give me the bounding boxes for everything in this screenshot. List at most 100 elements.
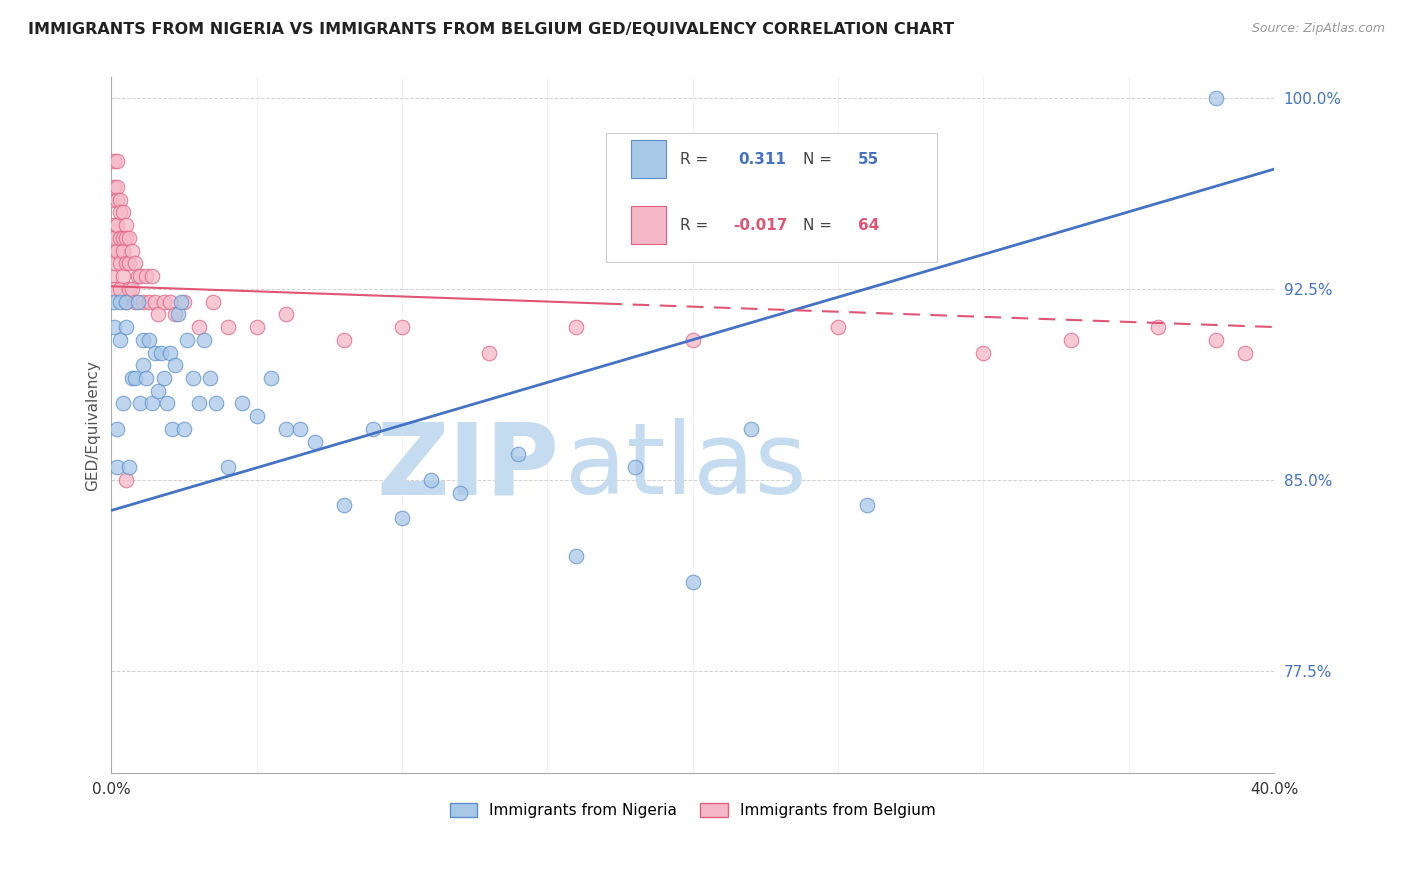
Point [193,333,215,347]
Point [127,294,149,309]
Point [115,218,138,232]
Point [115,256,138,270]
Point [170,294,193,309]
FancyBboxPatch shape [631,140,666,178]
Point [682,333,704,347]
Point [103,256,125,270]
Point [856,498,879,512]
Point [146,307,169,321]
Text: IMMIGRANTS FROM NIGERIA VS IMMIGRANTS FROM BELGIUM GED/EQUIVALENCY CORRELATION C: IMMIGRANTS FROM NIGERIA VS IMMIGRANTS FR… [28,22,955,37]
FancyBboxPatch shape [606,133,936,261]
Text: R =: R = [681,218,713,233]
Point [508,447,530,461]
Point [138,333,160,347]
Text: 55: 55 [858,152,879,167]
Point [115,473,138,487]
Point [391,320,413,334]
Point [260,371,283,385]
Point [124,256,146,270]
Point [231,396,253,410]
Point [121,244,143,258]
Point [103,218,125,232]
Point [103,180,125,194]
Point [108,193,131,207]
Point [149,345,172,359]
Point [290,422,312,436]
Point [391,511,413,525]
Point [124,371,146,385]
Point [105,460,128,475]
Point [100,269,122,284]
Point [124,294,146,309]
Point [105,193,128,207]
Point [246,409,269,424]
Point [740,422,762,436]
Point [152,371,174,385]
Point [420,473,443,487]
Text: N =: N = [803,218,837,233]
Point [173,422,195,436]
Text: atlas: atlas [565,418,807,516]
Point [112,244,135,258]
Point [129,396,152,410]
Point [156,396,179,410]
Point [202,294,225,309]
Text: 64: 64 [858,218,879,233]
Point [565,549,588,564]
Point [135,371,157,385]
Point [141,396,163,410]
Point [1233,345,1256,359]
Point [274,422,297,436]
Legend: Immigrants from Nigeria, Immigrants from Belgium: Immigrants from Nigeria, Immigrants from… [444,797,942,824]
Point [205,396,228,410]
Text: R =: R = [681,152,713,167]
Point [143,294,166,309]
Point [159,345,181,359]
Point [132,333,155,347]
Point [176,333,198,347]
Point [274,307,297,321]
Point [108,294,131,309]
Point [105,422,128,436]
Point [152,294,174,309]
Point [129,269,152,284]
Point [121,371,143,385]
Y-axis label: GED/Equivalency: GED/Equivalency [86,359,100,491]
Point [135,269,157,284]
Point [127,269,149,284]
Point [361,422,384,436]
Point [623,460,645,475]
Point [112,396,135,410]
Point [108,282,131,296]
Point [141,269,163,284]
Point [103,231,125,245]
Point [565,320,588,334]
Point [1205,333,1227,347]
Point [103,320,125,334]
Point [478,345,501,359]
Point [115,320,138,334]
Point [173,294,195,309]
Point [143,345,166,359]
Point [108,231,131,245]
Point [132,294,155,309]
Point [108,256,131,270]
Point [187,320,209,334]
Point [105,180,128,194]
Point [162,422,184,436]
Point [972,345,994,359]
Point [217,320,239,334]
Point [118,282,141,296]
Point [132,358,155,372]
Point [118,256,141,270]
Text: N =: N = [803,152,837,167]
Point [118,460,141,475]
Point [167,307,190,321]
Point [1205,91,1227,105]
Point [187,396,209,410]
Point [138,294,160,309]
Point [682,574,704,589]
Point [108,205,131,219]
Point [333,333,356,347]
Point [103,282,125,296]
